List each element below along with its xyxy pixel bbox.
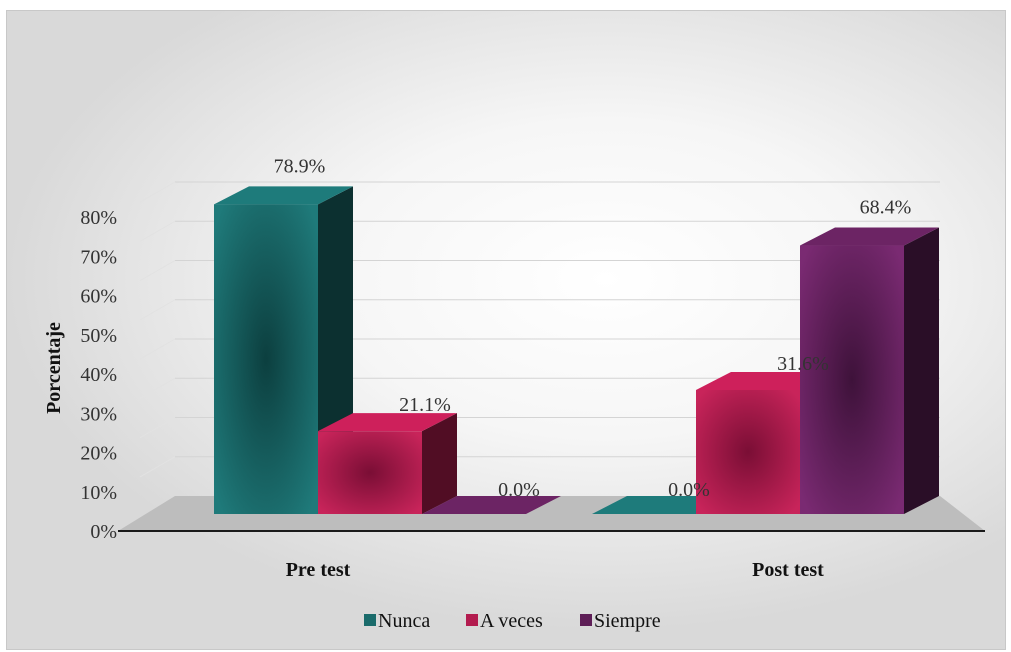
y-tick-label: 30% [80, 403, 117, 425]
bar-top [214, 186, 353, 205]
legend-swatch [466, 614, 478, 626]
y-tick-label: 40% [80, 364, 117, 386]
bar-front [214, 204, 318, 514]
y-tick-label: 10% [80, 482, 117, 504]
data-label: 68.4% [860, 197, 912, 219]
y-axis-title: Porcentaje [43, 322, 65, 414]
data-label: 0.0% [668, 479, 710, 501]
legend: Nunca A veces Siempre [364, 610, 661, 632]
gridline-side [139, 220, 176, 242]
data-label: 31.6% [777, 353, 829, 375]
data-label: 0.0% [498, 479, 540, 501]
bars [214, 186, 939, 514]
data-label: 78.9% [274, 155, 326, 177]
bar-front [318, 431, 422, 514]
bar-top [422, 496, 561, 514]
y-tick-label: 50% [80, 325, 117, 347]
legend-label: Nunca [378, 610, 430, 632]
x-category-label: Post test [752, 559, 824, 581]
legend-swatch [364, 614, 376, 626]
gridline-side [139, 338, 176, 360]
gridline-side [139, 377, 176, 399]
y-tick-label: 20% [80, 443, 117, 465]
legend-item-nunca: Nunca [364, 610, 430, 632]
legend-item-a-veces: A veces [466, 610, 543, 632]
data-labels: 78.9% 21.1% 0.0% 0.0% 31.6% 68.4% [274, 155, 912, 501]
data-label: 21.1% [399, 394, 451, 416]
y-tick-label: 70% [80, 246, 117, 268]
bar-top [800, 227, 939, 246]
x-category-label: Pre test [286, 559, 351, 581]
bar-side [904, 227, 939, 514]
y-tick-label: 0% [90, 521, 117, 543]
y-tick-label: 60% [80, 286, 117, 308]
legend-item-siempre: Siempre [580, 610, 661, 632]
bar-side [422, 413, 457, 514]
gridline-side [139, 456, 176, 478]
bar-top [318, 413, 457, 432]
legend-label: Siempre [594, 610, 661, 632]
bar-front [696, 389, 800, 514]
bar-siempre-pre [422, 496, 561, 514]
bar-a-veces-pre [318, 413, 457, 514]
bar-front [800, 245, 904, 514]
y-axis-ticks: 0% 10% 20% 30% 40% 50% 60% 70% 80% [80, 207, 117, 543]
y-tick-label: 80% [80, 207, 117, 229]
bar-siempre-post [800, 227, 939, 514]
gridline-side [139, 417, 176, 439]
x-axis-categories: Pre test Post test [286, 559, 824, 581]
gridline-side [139, 181, 176, 203]
gridline-side [139, 260, 176, 282]
legend-label: A veces [480, 610, 543, 632]
legend-swatch [580, 614, 592, 626]
gridline-side [139, 299, 176, 321]
